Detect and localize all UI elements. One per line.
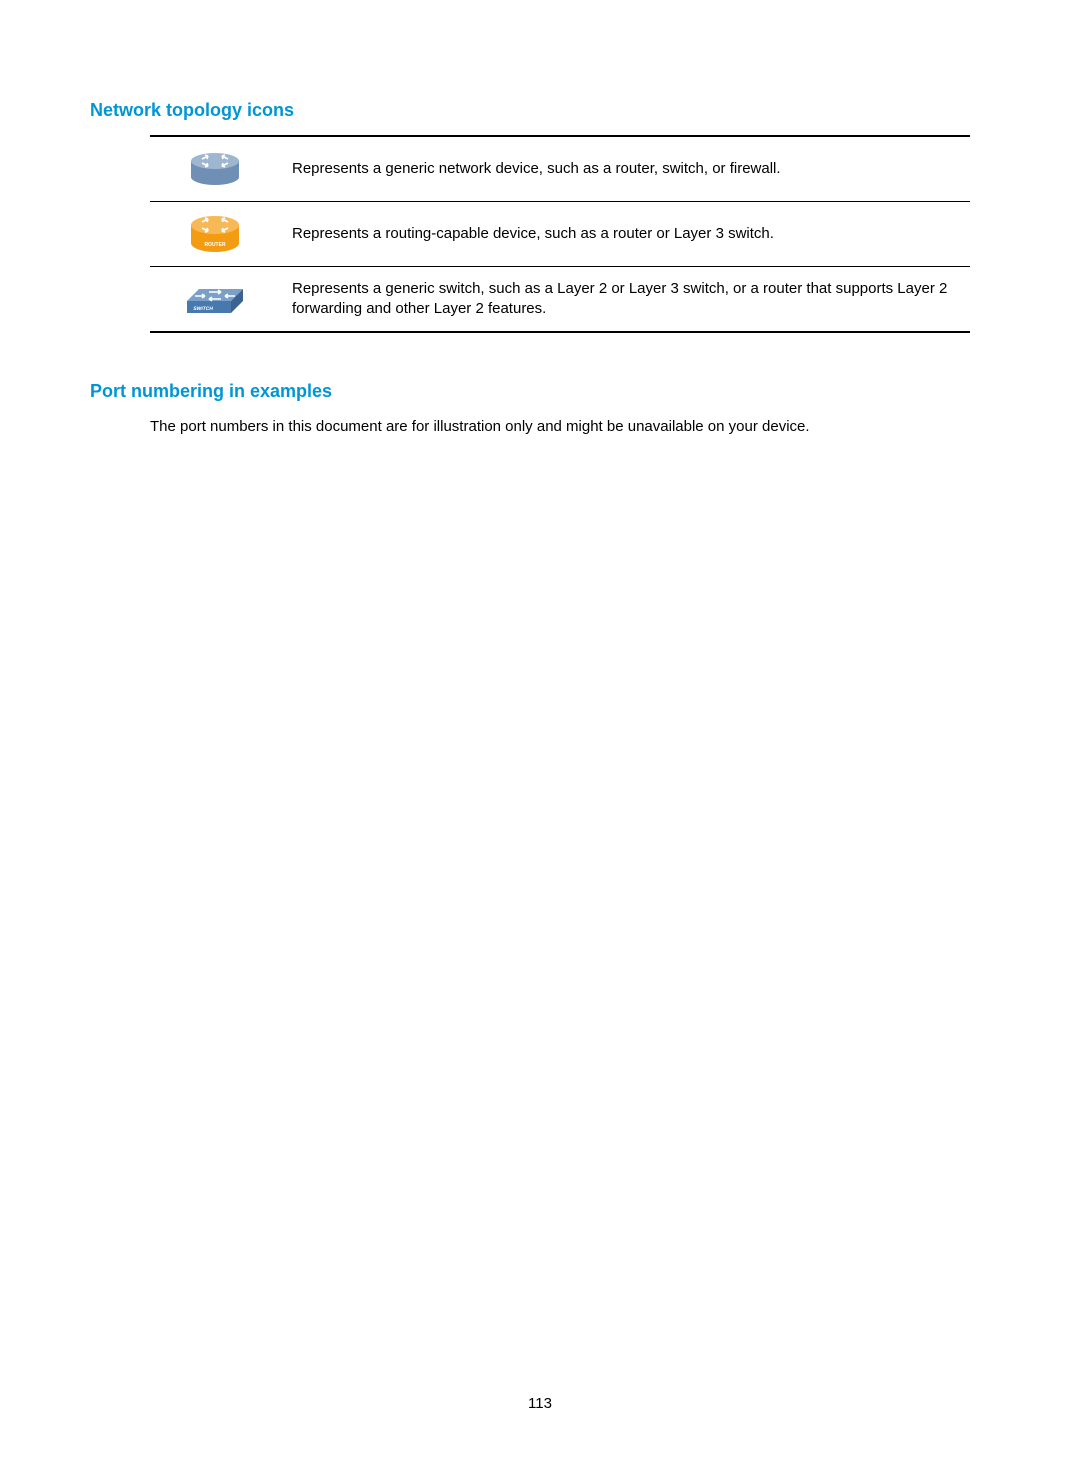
heading-port-numbering: Port numbering in examples — [90, 381, 990, 402]
switch-icon: SWITCH — [162, 277, 268, 321]
switch-label: SWITCH — [193, 306, 214, 312]
table-row: ROUTER Represents a routing-capable devi… — [150, 202, 970, 267]
router-icon: ROUTER — [162, 212, 268, 256]
table-row: SWITCH Represents a generic switch, such… — [150, 267, 970, 333]
document-page: Network topology icons — [0, 0, 1080, 1466]
icon-cell — [150, 136, 280, 202]
icon-description: Represents a generic switch, such as a L… — [280, 267, 970, 333]
icon-description: Represents a routing-capable device, suc… — [280, 202, 970, 267]
topology-icons-table: Represents a generic network device, suc… — [150, 135, 970, 333]
icon-description: Represents a generic network device, suc… — [280, 136, 970, 202]
heading-topology: Network topology icons — [90, 100, 990, 121]
icon-cell: SWITCH — [150, 267, 280, 333]
page-number: 113 — [0, 1395, 1080, 1412]
table-row: Represents a generic network device, suc… — [150, 136, 970, 202]
router-label: ROUTER — [204, 242, 226, 248]
port-numbering-text: The port numbers in this document are fo… — [150, 416, 980, 437]
generic-device-icon — [162, 147, 268, 191]
icon-cell: ROUTER — [150, 202, 280, 267]
